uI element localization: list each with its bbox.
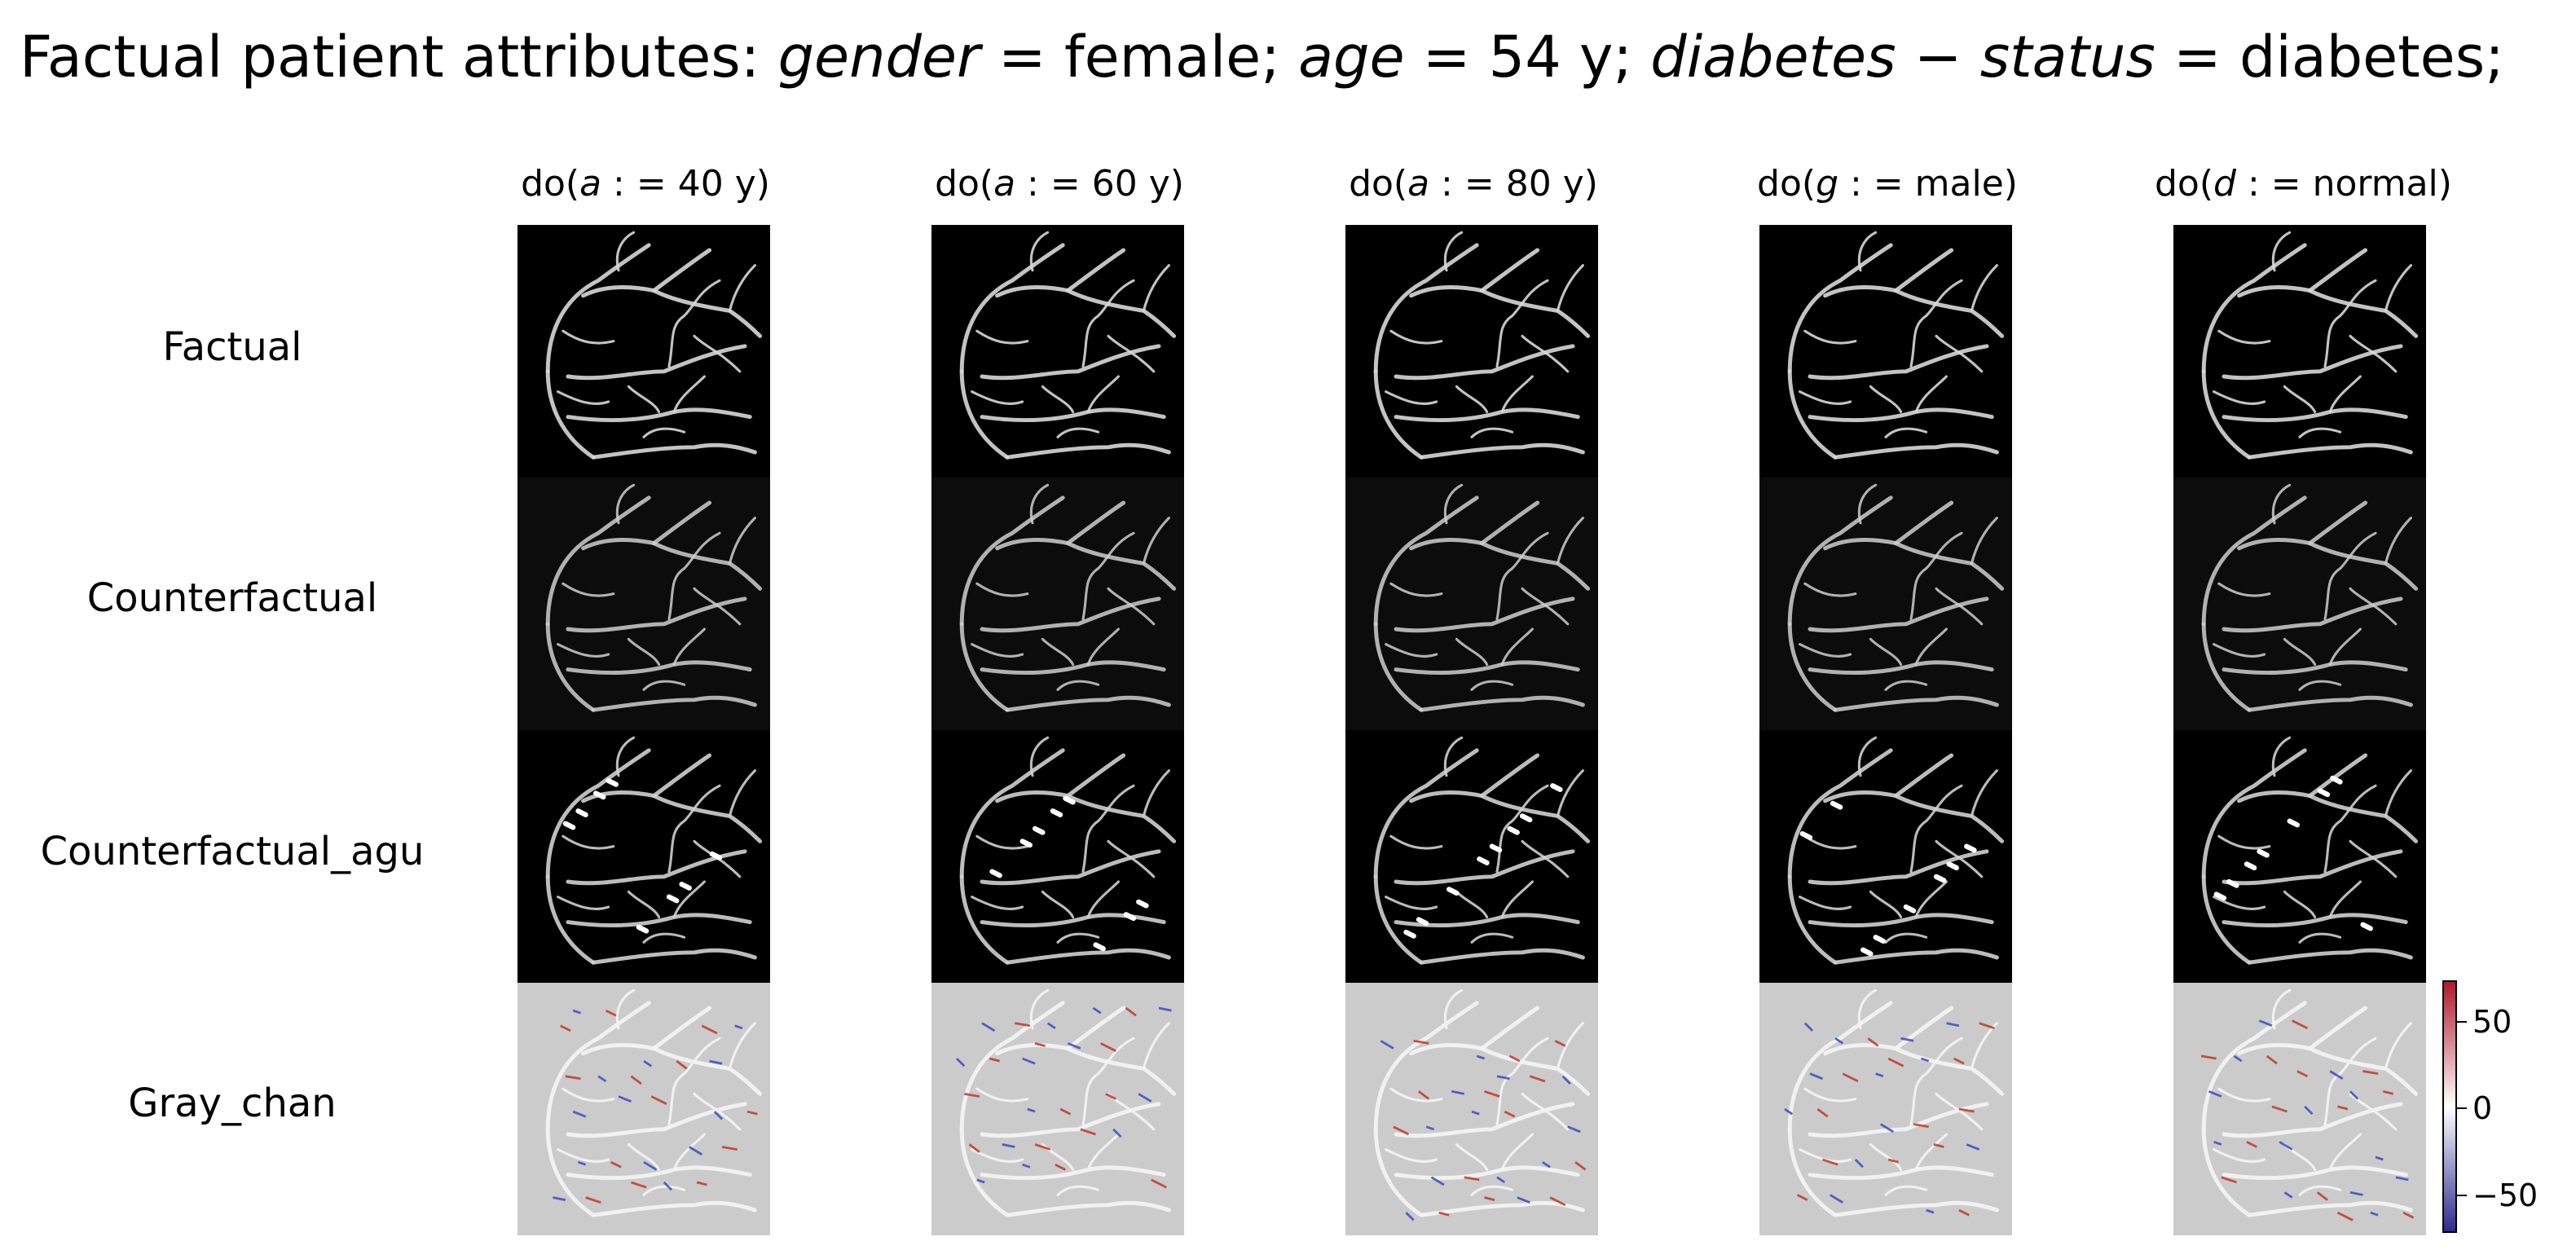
column-title-age-40: do(a : = 40 y) [499, 163, 792, 205]
counterfactual-agu-image-gender-male [1759, 730, 2012, 983]
column-title-age-80: do(a : = 80 y) [1327, 163, 1620, 205]
counterfactual-image-age-80 [1345, 478, 1598, 730]
row-label-factual: Factual [162, 324, 302, 370]
column-title-prefix: do( [935, 163, 994, 205]
colorbar-tick-neg50 [2457, 1195, 2467, 1196]
factual-image-age-40 [517, 225, 770, 478]
row-label-counterfactual-agu: Counterfactual_agu [40, 829, 425, 874]
factual-image-age-60 [931, 225, 1184, 478]
column-title-var: g [1816, 163, 1838, 205]
title-val-diabetes: diabetes; [2239, 24, 2504, 90]
counterfactual-image-age-60 [931, 478, 1184, 730]
row-label-counterfactual: Counterfactual [86, 575, 378, 621]
title-var-age: age [1298, 24, 1405, 90]
gray-chan-image-diabetes-normal [2173, 983, 2426, 1235]
colorbar [2442, 980, 2457, 1233]
title-eq-age: = [1404, 24, 1489, 90]
counterfactual-agu-image-diabetes-normal [2173, 730, 2426, 983]
title-val-age: 54 y; [1488, 24, 1633, 90]
counterfactual-agu-image-age-60 [931, 730, 1184, 983]
colorbar-tick-50 [2457, 1021, 2467, 1023]
factual-image-age-80 [1345, 225, 1598, 478]
column-title-prefix: do( [1757, 163, 1816, 205]
column-title-rest: : = male) [1838, 163, 2018, 205]
colorbar-label-neg50: −50 [2473, 1178, 2539, 1213]
gray-chan-image-age-80 [1345, 983, 1598, 1235]
column-title-rest: : = 80 y) [1429, 163, 1598, 205]
title-var-gender: gender [777, 24, 980, 90]
gray-chan-image-gender-male [1759, 983, 2012, 1235]
column-title-prefix: do( [1349, 163, 1408, 205]
column-title-var: d [2213, 163, 2236, 205]
title-val-gender: female; [1063, 24, 1280, 90]
title-var-diabetes: diabetes − status [1650, 24, 2155, 90]
column-title-rest: : = 60 y) [1015, 163, 1184, 205]
factual-image-gender-male [1759, 225, 2012, 478]
factual-image-diabetes-normal [2173, 225, 2426, 478]
column-title-rest: : = normal) [2235, 163, 2452, 205]
row-label-gray-chan: Gray_chan [128, 1081, 337, 1126]
column-title-var: a [579, 163, 602, 205]
colorbar-tick-0 [2457, 1107, 2467, 1109]
counterfactual-agu-image-age-80 [1345, 730, 1598, 983]
column-title-rest: : = 40 y) [601, 163, 770, 205]
column-title-var: a [993, 163, 1016, 205]
counterfactual-image-gender-male [1759, 478, 2012, 730]
title-eq-gender: = [980, 24, 1064, 90]
gray-chan-image-age-40 [517, 983, 770, 1235]
figure-title: Factual patient attributes: gender = fem… [20, 23, 2504, 91]
column-title-diabetes-normal: do(d : = normal) [2155, 163, 2452, 205]
colorbar-label-0: 0 [2473, 1090, 2493, 1126]
gray-chan-image-age-60 [931, 983, 1184, 1235]
column-title-age-60: do(a : = 60 y) [913, 163, 1206, 205]
column-title-gender-male: do(g : = male) [1741, 163, 2034, 205]
counterfactual-image-age-40 [517, 478, 770, 730]
column-title-var: a [1407, 163, 1430, 205]
colorbar-label-50: 50 [2473, 1004, 2512, 1040]
column-title-prefix: do( [2155, 163, 2214, 205]
counterfactual-agu-image-age-40 [517, 730, 770, 983]
title-prefix: Factual patient attributes: [20, 24, 778, 90]
title-eq-diabetes: = [2155, 24, 2239, 90]
counterfactual-image-diabetes-normal [2173, 478, 2426, 730]
column-title-prefix: do( [521, 163, 580, 205]
